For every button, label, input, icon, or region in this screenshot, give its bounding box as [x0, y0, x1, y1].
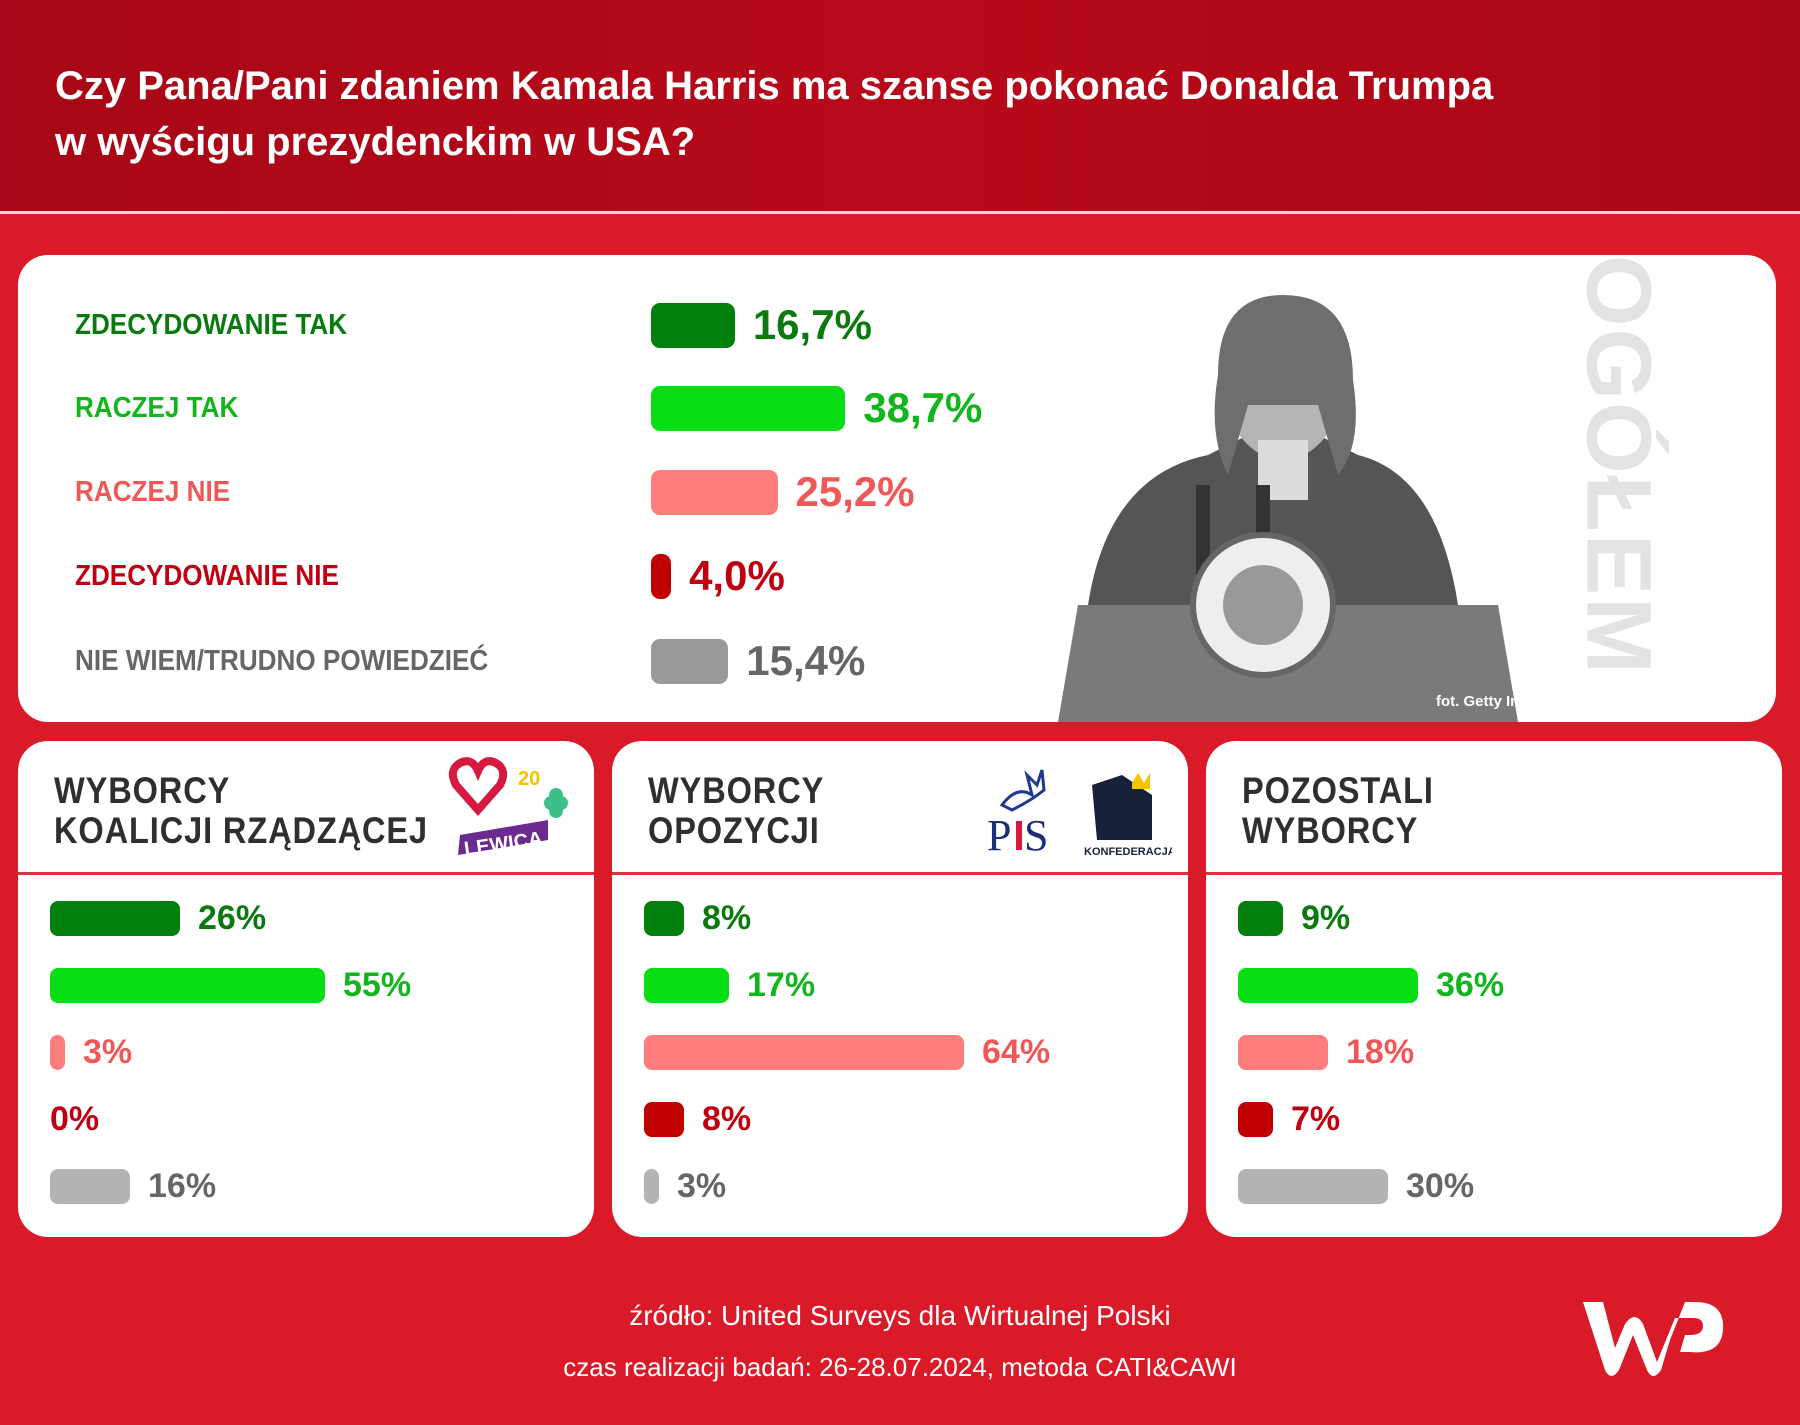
svg-text:20: 20: [518, 768, 540, 790]
bar: [644, 968, 729, 1003]
method-text: czas realizacji badań: 26-28.07.2024, me…: [563, 1352, 1237, 1382]
value-label: 36%: [1436, 966, 1505, 1004]
kamala-harris-photo: [1058, 295, 1518, 722]
value-label: 25,2%: [795, 468, 915, 515]
category-label: NIE WIEM/TRUDNO POWIEDZIEĆ: [75, 645, 489, 677]
wp-logo: [1583, 1302, 1724, 1376]
bar: [651, 470, 778, 515]
bar: [50, 901, 180, 936]
value-label: 7%: [1291, 1100, 1341, 1138]
title-line-1: Czy Pana/Pani zdaniem Kamala Harris ma s…: [55, 64, 1494, 108]
pis-eagle-icon: [999, 769, 1046, 812]
bar: [644, 1035, 964, 1070]
bar: [1238, 901, 1283, 936]
group-card-coalition: WYBORCY KOALICJI RZĄDZĄCEJ 20 LEWICA 26% 5…: [18, 741, 594, 1237]
value-label: 17%: [747, 966, 816, 1004]
value-label: 38,7%: [863, 384, 983, 431]
coalition-party-logos: 20 LEWICA: [448, 757, 568, 861]
value-label: 8%: [702, 1100, 752, 1138]
value-label: 18%: [1346, 1033, 1415, 1071]
source-text: źródło: United Surveys dla Wirtualnej Po…: [629, 1300, 1171, 1331]
svg-text:S: S: [1024, 811, 1048, 860]
svg-text:KONFEDERACJA: KONFEDERACJA: [1084, 846, 1172, 858]
value-label: 26%: [198, 899, 267, 937]
group-card-opposition: WYBORCY OPOZYCJI P S KONFEDERACJA 8% 17% 64…: [612, 741, 1188, 1237]
bar: [50, 1169, 130, 1204]
group-card-others: POZOSTALI WYBORCY 9% 36% 18% 7% 30%: [1206, 741, 1782, 1237]
opposition-party-logos: P S KONFEDERACJA: [987, 769, 1172, 860]
bar: [644, 1102, 684, 1137]
bar: [651, 303, 735, 348]
header-divider: [0, 211, 1800, 214]
group-title: POZOSTALI WYBORCY: [1242, 771, 1434, 851]
bar: [1238, 1035, 1328, 1070]
value-label: 8%: [702, 899, 752, 937]
group-title-line: KOALICJI RZĄDZĄCEJ: [54, 810, 429, 851]
group-divider: [18, 872, 594, 875]
bar: [1238, 1102, 1273, 1137]
page-title: Czy Pana/Pani zdaniem Kamala Harris ma s…: [55, 58, 1755, 170]
bar: [644, 1169, 659, 1204]
bar: [644, 901, 684, 936]
group-divider: [612, 872, 1188, 875]
photo-credit: fot. Getty Images: [1436, 693, 1558, 710]
header: Czy Pana/Pani zdaniem Kamala Harris ma s…: [0, 0, 1800, 212]
bar: [50, 1035, 65, 1070]
group-title-line: WYBORCY: [648, 770, 825, 811]
title-line-2: w wyścigu prezydenckim w USA?: [55, 120, 696, 164]
bar: [651, 554, 672, 599]
value-label: 16%: [148, 1167, 217, 1205]
value-label: 15,4%: [746, 637, 866, 684]
category-label: ZDECYDOWANIE NIE: [75, 560, 339, 592]
category-label: RACZEJ NIE: [75, 476, 231, 508]
value-label: 16,7%: [752, 301, 872, 348]
svg-text:P: P: [987, 811, 1011, 860]
value-label: 3%: [83, 1033, 133, 1071]
bar: [1238, 968, 1418, 1003]
group-title: WYBORCY OPOZYCJI: [648, 771, 824, 851]
category-label: ZDECYDOWANIE TAK: [75, 309, 348, 341]
bar: [50, 968, 325, 1003]
group-title-line: POZOSTALI: [1242, 770, 1434, 811]
bar: [651, 386, 846, 431]
group-divider: [1206, 872, 1782, 875]
value-label: 4,0%: [689, 552, 785, 599]
overall-chart-card: fot. Getty Images OGÓŁEM ZDECYDOWANIE TA…: [18, 255, 1776, 722]
group-title: WYBORCY KOALICJI RZĄDZĄCEJ: [54, 771, 428, 851]
value-label: 64%: [982, 1033, 1051, 1071]
group-title-line: WYBORCY: [54, 770, 231, 811]
group-title-line: OPOZYCJI: [648, 810, 820, 851]
value-label: 9%: [1301, 899, 1351, 937]
bar: [1238, 1169, 1388, 1204]
heart-logo-icon: [448, 757, 508, 817]
konfederacja-logo-icon: [1092, 775, 1152, 840]
bar: [651, 639, 729, 684]
value-label: 30%: [1406, 1167, 1475, 1205]
value-label: 0%: [50, 1100, 100, 1138]
group-title-line: WYBORCY: [1242, 810, 1419, 851]
category-label: RACZEJ TAK: [75, 392, 239, 424]
value-label: 3%: [677, 1167, 727, 1205]
overall-side-label: OGÓŁEM: [1567, 255, 1670, 676]
value-label: 55%: [343, 966, 412, 1004]
